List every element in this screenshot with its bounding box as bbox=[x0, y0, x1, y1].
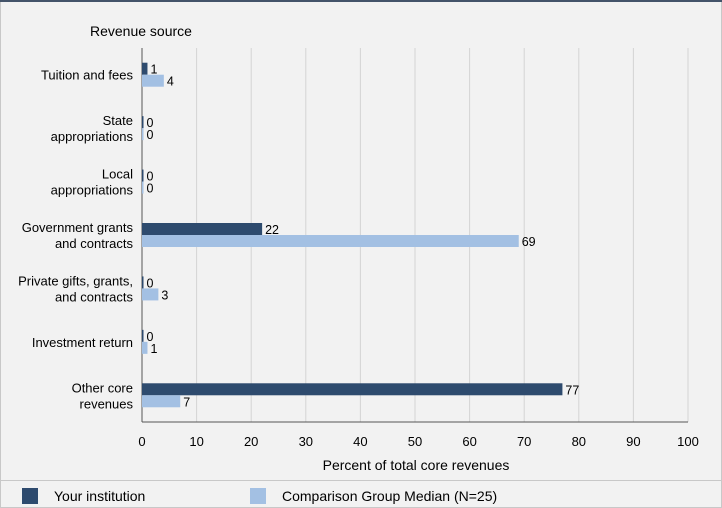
bar bbox=[142, 169, 144, 182]
y-tick-label: State appropriations bbox=[51, 113, 134, 144]
data-label: 4 bbox=[167, 75, 174, 89]
axes: 0 10 20 30 40 50 60 70 80 90 100 bbox=[138, 48, 699, 449]
x-tick-label: 60 bbox=[462, 434, 476, 449]
x-tick-label: 40 bbox=[353, 434, 367, 449]
y-tick-label: Other core revenues bbox=[72, 380, 134, 411]
x-tick-label: 10 bbox=[189, 434, 203, 449]
top-rule bbox=[0, 0, 722, 2]
x-tick-label: 100 bbox=[677, 434, 699, 449]
legend-swatch bbox=[250, 488, 266, 504]
data-label: 0 bbox=[147, 182, 154, 196]
legend-divider bbox=[0, 480, 722, 481]
data-label: 1 bbox=[150, 342, 157, 356]
bar bbox=[142, 383, 563, 396]
bar bbox=[142, 223, 263, 235]
data-label: 0 bbox=[147, 330, 154, 344]
y-tick-label: Investment return bbox=[32, 335, 133, 350]
data-label: 69 bbox=[522, 235, 536, 249]
data-label: 0 bbox=[147, 170, 154, 184]
x-tick-label: 70 bbox=[517, 434, 531, 449]
x-tick-label: 80 bbox=[572, 434, 586, 449]
bar bbox=[142, 341, 148, 354]
bars bbox=[142, 62, 563, 408]
y-tick-label: Government grants and contracts bbox=[22, 220, 134, 251]
bar bbox=[142, 116, 144, 129]
legend-item-your-institution: Your institution bbox=[22, 486, 145, 506]
bar bbox=[142, 128, 144, 141]
data-label: 0 bbox=[147, 116, 154, 130]
data-label: 0 bbox=[147, 276, 154, 290]
y-tick-label: Private gifts, grants, and contracts bbox=[18, 273, 133, 304]
bar bbox=[142, 395, 181, 408]
bar bbox=[142, 288, 159, 301]
bar-chart: 0 10 20 30 40 50 60 70 80 90 100 Tuition and fees 1… bbox=[18, 23, 699, 473]
data-label: 1 bbox=[150, 63, 157, 77]
y-tick-label: Tuition and fees bbox=[41, 68, 134, 83]
x-tick-label: 90 bbox=[626, 434, 640, 449]
legend-label: Your institution bbox=[54, 488, 146, 504]
data-label: 0 bbox=[147, 128, 154, 142]
x-tick-label: 30 bbox=[299, 434, 313, 449]
legend-item-comparison-group: Comparison Group Median (N=25) bbox=[250, 486, 497, 506]
x-tick-label: 50 bbox=[408, 434, 422, 449]
bar bbox=[142, 329, 144, 342]
bar bbox=[142, 74, 164, 87]
y-tick-label: Local appropriations bbox=[51, 167, 134, 198]
x-tick-label: 20 bbox=[244, 434, 258, 449]
bar bbox=[142, 276, 144, 289]
data-label: 22 bbox=[265, 223, 279, 237]
bar bbox=[142, 62, 148, 75]
legend-label: Comparison Group Median (N=25) bbox=[282, 488, 498, 504]
x-axis-title: Percent of total core revenues bbox=[323, 457, 510, 473]
bar bbox=[142, 235, 519, 247]
x-tick-label: 0 bbox=[138, 434, 145, 449]
data-label: 3 bbox=[161, 288, 168, 302]
legend-swatch bbox=[22, 488, 38, 504]
data-label: 7 bbox=[183, 395, 190, 409]
chart-title: Revenue source bbox=[90, 23, 192, 39]
data-label: 77 bbox=[565, 383, 579, 397]
bar bbox=[142, 181, 144, 194]
